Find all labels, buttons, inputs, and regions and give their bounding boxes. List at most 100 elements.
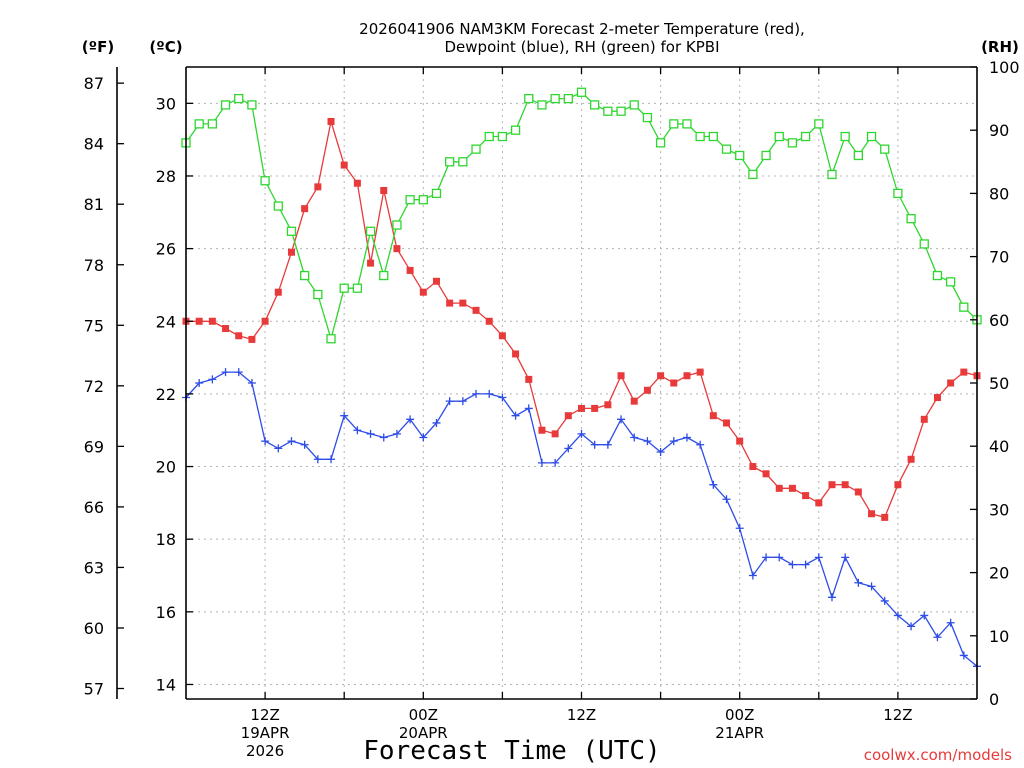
data-point xyxy=(393,245,401,253)
data-point xyxy=(550,93,560,104)
data-point xyxy=(721,144,732,154)
data-point xyxy=(827,593,836,602)
data-point xyxy=(353,179,361,187)
data-point xyxy=(735,524,744,533)
data-point xyxy=(906,214,916,224)
right-unit-rh: (RH) xyxy=(981,38,1019,56)
data-point xyxy=(735,150,745,161)
rh-tick-label: 10 xyxy=(989,627,1009,646)
data-point xyxy=(194,119,204,129)
data-point xyxy=(222,325,230,333)
data-point xyxy=(696,368,704,376)
fahrenheit-tick-label: 87 xyxy=(84,74,104,93)
data-point xyxy=(247,379,256,387)
data-point xyxy=(775,484,783,492)
data-point xyxy=(774,131,784,142)
series-2-meter-temperature xyxy=(182,117,981,521)
x-axis-label: Forecast Time (UTC) xyxy=(363,736,660,766)
celsius-tick-label: 26 xyxy=(156,240,176,259)
plot-frame xyxy=(116,66,978,700)
credit-text: coolwx.com/models xyxy=(864,746,1012,764)
data-point xyxy=(418,195,428,205)
data-point xyxy=(827,169,837,180)
data-point xyxy=(920,415,928,423)
celsius-tick-label: 14 xyxy=(156,675,176,694)
data-point xyxy=(459,299,467,307)
data-point xyxy=(524,93,534,104)
data-point xyxy=(591,404,599,412)
data-point xyxy=(208,375,217,384)
series-group xyxy=(181,87,982,671)
fahrenheit-tick-label: 69 xyxy=(84,437,104,456)
data-point xyxy=(564,412,572,420)
data-point xyxy=(445,397,454,406)
data-point xyxy=(431,188,442,199)
data-point xyxy=(261,437,270,446)
data-point xyxy=(379,433,388,442)
data-point xyxy=(880,596,889,605)
axes-labels: 14 16 18 20 22 24 26 28 30 57 60 63 66 69 72 75 78 81 84 87… xyxy=(84,58,1020,760)
celsius-tick-label: 20 xyxy=(156,458,176,477)
x-tick-label: 2026 xyxy=(246,742,284,760)
data-point xyxy=(220,100,231,110)
left-unit-fahrenheit: (ºF) xyxy=(82,38,114,56)
data-point xyxy=(682,433,691,442)
data-point xyxy=(708,131,718,142)
rh-tick-label: 50 xyxy=(989,374,1009,393)
data-point xyxy=(247,100,257,110)
data-point xyxy=(578,404,585,412)
data-point xyxy=(907,455,915,463)
data-point xyxy=(788,484,796,492)
data-point xyxy=(893,188,903,199)
fahrenheit-tick-label: 63 xyxy=(84,558,104,577)
fahrenheit-tick-label: 72 xyxy=(84,377,104,396)
data-point xyxy=(893,611,902,620)
data-point xyxy=(327,117,335,125)
data-point xyxy=(854,578,863,587)
data-point xyxy=(669,119,679,129)
data-point xyxy=(419,288,427,296)
data-point xyxy=(841,481,849,489)
data-point xyxy=(683,372,691,380)
x-tick-label: 12Z xyxy=(250,706,279,724)
data-point xyxy=(696,440,705,449)
data-point xyxy=(379,270,389,281)
data-point xyxy=(854,488,862,496)
data-point xyxy=(590,100,600,110)
data-point xyxy=(537,458,546,467)
data-point xyxy=(643,386,651,394)
data-point xyxy=(432,277,440,285)
celsius-tick-label: 22 xyxy=(156,385,176,404)
data-point xyxy=(446,299,454,307)
data-point xyxy=(207,119,218,129)
data-point xyxy=(748,571,757,580)
celsius-tick-label: 24 xyxy=(156,312,176,331)
data-point xyxy=(498,332,506,340)
rh-tick-label: 30 xyxy=(989,500,1009,519)
data-point xyxy=(630,397,638,405)
data-point xyxy=(471,144,481,154)
rh-tick-label: 100 xyxy=(989,58,1020,77)
data-point xyxy=(314,183,322,191)
celsius-tick-label: 18 xyxy=(156,530,176,549)
data-point xyxy=(195,379,204,387)
data-point xyxy=(840,131,850,142)
data-point xyxy=(932,270,943,281)
data-point xyxy=(524,404,533,413)
x-tick-label: 20APR xyxy=(399,724,448,742)
data-point xyxy=(261,317,269,325)
data-point xyxy=(590,440,599,449)
fahrenheit-tick-label: 75 xyxy=(84,316,104,335)
data-point xyxy=(695,131,705,142)
data-point xyxy=(498,393,507,402)
data-point xyxy=(273,201,283,211)
data-point xyxy=(511,411,520,420)
data-point xyxy=(406,415,415,424)
data-point xyxy=(313,289,323,300)
rh-tick-label: 60 xyxy=(989,311,1009,330)
rh-tick-label: 0 xyxy=(989,690,999,709)
data-point xyxy=(366,429,375,438)
data-point xyxy=(841,553,850,562)
data-point xyxy=(866,131,877,142)
data-point xyxy=(802,492,810,500)
